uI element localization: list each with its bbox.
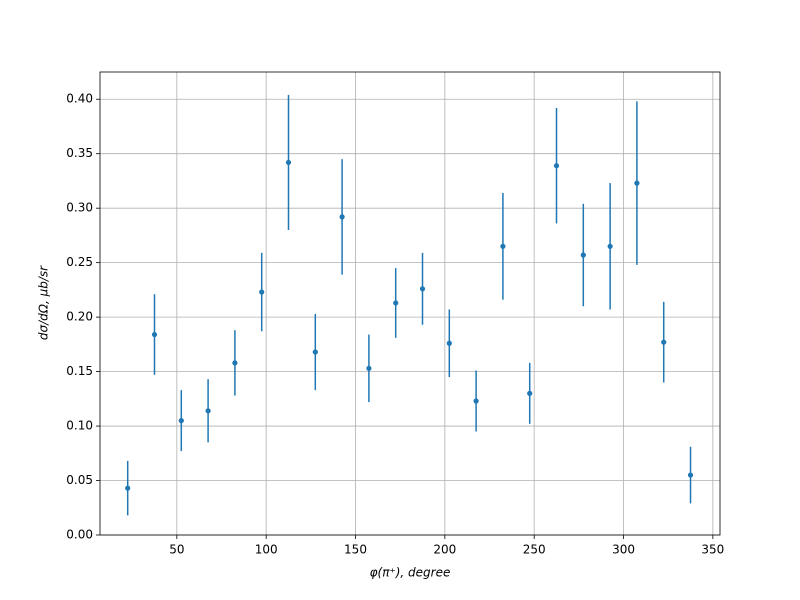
data-point (687, 472, 694, 478)
x-tick-label: 150 (344, 543, 367, 557)
y-tick-label: 0.05 (66, 473, 93, 487)
data-point (339, 214, 345, 220)
y-tick-label: 0.20 (66, 310, 93, 324)
x-tick-label: 200 (433, 543, 456, 557)
x-tick-label: 350 (701, 543, 724, 557)
data-point (500, 243, 506, 249)
data-point (259, 289, 265, 295)
y-tick-label: 0.25 (66, 255, 93, 269)
x-tick-label: 50 (169, 543, 184, 557)
data-point (232, 360, 238, 366)
y-tick-label: 0.35 (66, 146, 93, 160)
x-tick-label: 300 (612, 543, 635, 557)
x-axis-label: φ(π⁺), degree (370, 566, 451, 580)
x-tick-label: 250 (523, 543, 546, 557)
y-tick-label: 0.40 (66, 92, 93, 106)
y-tick-label: 0.30 (66, 201, 93, 215)
data-point (312, 349, 318, 355)
plot-frame (99, 71, 721, 536)
y-tick-label: 0.00 (66, 528, 93, 542)
data-point (205, 408, 211, 414)
data-point (393, 300, 399, 306)
data-point (366, 365, 372, 371)
data-point (553, 163, 560, 169)
data-point (634, 180, 640, 186)
y-tick-label: 0.15 (66, 364, 93, 378)
data-point (151, 331, 158, 338)
data-point (446, 340, 452, 346)
data-point (607, 243, 613, 249)
data-point (473, 398, 479, 404)
data-point (125, 485, 131, 491)
y-tick-label: 0.10 (66, 419, 93, 433)
data-point (419, 286, 426, 292)
x-tick-label: 100 (255, 543, 278, 557)
data-point (285, 159, 292, 166)
y-axis-label: dσ/dΩ, μb/sr (37, 265, 51, 340)
data-point (178, 418, 184, 424)
data-point (580, 252, 586, 258)
data-point (661, 339, 667, 345)
data-point (527, 390, 533, 396)
